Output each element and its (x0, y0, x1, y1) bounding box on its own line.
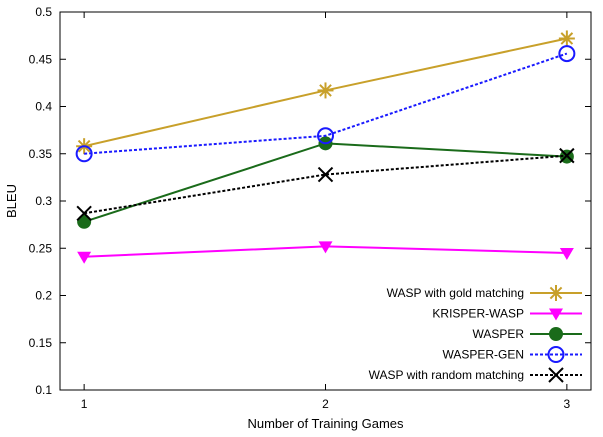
y-axis-ticks: 0.1 0.15 0.2 0.25 0.3 0.35 0.4 0.45 0.5 (29, 5, 591, 397)
series-3 (75, 45, 576, 163)
legend-marker (548, 367, 564, 383)
y-tick-label: 0.3 (35, 194, 52, 208)
legend-entry: WASPER (472, 327, 582, 341)
legend-label: KRISPER-WASP (432, 307, 524, 321)
series-layer (75, 30, 576, 264)
legend-label: WASP with random matching (369, 368, 524, 382)
y-tick-label: 0.35 (29, 147, 53, 161)
y-tick-label: 0.15 (29, 336, 53, 350)
series-4 (76, 147, 575, 221)
data-point (77, 251, 92, 264)
x-tick-label: 2 (322, 397, 329, 411)
y-tick-label: 0.4 (35, 100, 52, 114)
data-point (76, 205, 92, 221)
series-2 (77, 136, 574, 229)
data-point (75, 145, 93, 163)
y-axis-title: BLEU (4, 184, 19, 218)
data-point (559, 247, 574, 260)
legend: WASP with gold matching KRISPER-WASP WASPE… (369, 285, 582, 383)
y-tick-label: 0.45 (29, 52, 53, 66)
x-axis-ticks: 1 2 3 (81, 12, 571, 411)
legend-label: WASP with gold matching (387, 286, 524, 300)
legend-entry: WASP with gold matching (387, 285, 582, 301)
legend-marker (549, 308, 563, 321)
legend-label: WASPER (472, 327, 524, 341)
legend-marker (548, 285, 564, 301)
data-point (77, 214, 92, 229)
series-1 (77, 241, 574, 264)
y-tick-label: 0.5 (35, 5, 52, 19)
data-point (317, 166, 334, 183)
y-tick-label: 0.1 (35, 383, 52, 397)
series-line (84, 52, 568, 155)
y-tick-label: 0.2 (35, 289, 52, 303)
legend-marker (549, 327, 563, 341)
data-point (317, 82, 334, 99)
legend-entry: WASPER-GEN (442, 346, 582, 363)
series-line (83, 154, 567, 215)
legend-entry: WASP with random matching (369, 367, 582, 383)
series-line (83, 142, 567, 223)
legend-entry: KRISPER-WASP (432, 307, 582, 321)
x-axis-title: Number of Training Games (247, 416, 404, 431)
data-point (558, 45, 576, 63)
x-tick-label: 1 (81, 397, 88, 411)
data-point (558, 30, 575, 47)
data-point (559, 147, 575, 164)
data-point (317, 127, 334, 145)
data-point (318, 241, 333, 254)
x-tick-label: 3 (564, 397, 571, 411)
legend-marker (547, 346, 565, 363)
legend-label: WASPER-GEN (442, 348, 524, 362)
y-tick-label: 0.25 (29, 241, 53, 255)
